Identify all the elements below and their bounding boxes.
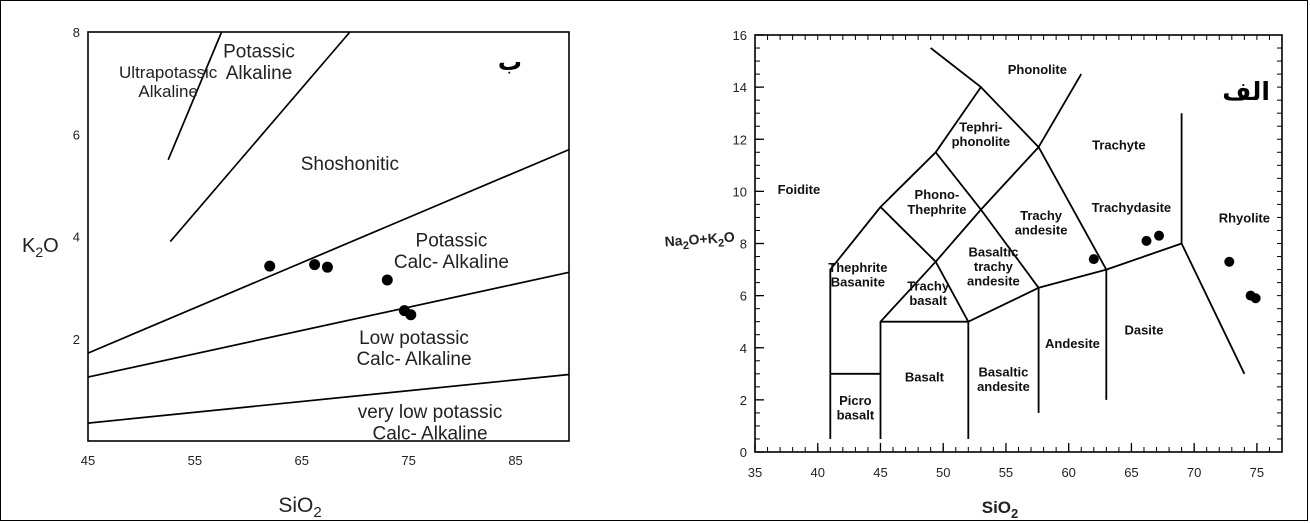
boundary-line bbox=[980, 209, 1040, 289]
region-label: Phonolite bbox=[1008, 62, 1067, 77]
y-tick-label: 0 bbox=[740, 445, 747, 460]
region-labels-right: Phonolite Tephri-phonolite Trachyte Foidite… bbox=[778, 62, 1270, 423]
boundary-line bbox=[934, 151, 982, 211]
x-tick-label: 35 bbox=[748, 465, 762, 480]
region-label: Potassic Calc- Alkaline bbox=[394, 231, 509, 273]
y-tick-label: 4 bbox=[73, 230, 80, 245]
y-tick-label: 2 bbox=[73, 332, 80, 347]
boundary-line bbox=[930, 47, 982, 88]
region-label: Thephrite Basanite bbox=[828, 260, 887, 290]
panel-tag-right: الف bbox=[1222, 77, 1270, 106]
region-label: very low potassic Calc- Alkaline bbox=[358, 402, 503, 444]
boundary-lines-left bbox=[87, 31, 570, 424]
x-tick-label: 45 bbox=[873, 465, 887, 480]
y-tick-label: 2 bbox=[740, 393, 747, 408]
data-point bbox=[1141, 235, 1152, 246]
data-point bbox=[321, 261, 333, 273]
y-tick-label: 6 bbox=[73, 127, 80, 142]
y-tick-label: 16 bbox=[733, 28, 747, 43]
data-point bbox=[405, 309, 417, 321]
y-tick-label: 4 bbox=[740, 341, 747, 356]
y-tick-label: 12 bbox=[733, 132, 747, 147]
x-tick-label: 85 bbox=[508, 453, 522, 468]
x-tick-label: 55 bbox=[999, 465, 1013, 480]
y-tick-label: 14 bbox=[733, 80, 747, 95]
plot-area-left bbox=[87, 31, 570, 442]
y-axis-label-left: K2O bbox=[22, 235, 59, 260]
boundary-line bbox=[87, 271, 570, 378]
data-point bbox=[381, 274, 393, 286]
x-axis-label-left: SiO2 bbox=[278, 494, 321, 521]
x-tick-label: 65 bbox=[295, 453, 309, 468]
x-tick-label: 50 bbox=[936, 465, 950, 480]
x-tick-label: 45 bbox=[81, 453, 95, 468]
region-label: Basaltic trachy andesite bbox=[967, 245, 1020, 289]
axis-ticks-left: 45 55 65 75 85 2 4 6 8 bbox=[73, 25, 523, 468]
region-label: Basaltic andesite bbox=[977, 364, 1030, 394]
region-label: Low potassic Calc- Alkaline bbox=[356, 328, 471, 370]
region-label: Rhyolite bbox=[1219, 211, 1270, 226]
y-tick-label: 8 bbox=[740, 237, 747, 252]
region-label: Trachydasite bbox=[1092, 200, 1172, 215]
x-tick-label: 60 bbox=[1061, 465, 1075, 480]
tas-chart: 35 40 45 50 55 60 65 70 75 0 2 4 6 8 10 12 14 16 Phonolit… bbox=[664, 28, 1283, 521]
region-label: Potassic Alkaline bbox=[223, 42, 295, 84]
x-axis-label-right: SiO2 bbox=[982, 498, 1019, 521]
boundary-lines-right bbox=[829, 47, 1246, 439]
region-label: Andesite bbox=[1045, 336, 1100, 351]
data-point bbox=[264, 260, 276, 272]
x-tick-label: 70 bbox=[1187, 465, 1201, 480]
x-tick-label: 65 bbox=[1124, 465, 1138, 480]
region-label: Dasite bbox=[1124, 323, 1163, 338]
data-point bbox=[1250, 293, 1261, 304]
region-label: Ultrapotassic Alkaline bbox=[119, 63, 218, 101]
y-tick-label: 6 bbox=[740, 289, 747, 304]
data-point bbox=[1088, 254, 1099, 265]
panel-tag-left: ب bbox=[498, 48, 522, 76]
x-tick-label: 40 bbox=[811, 465, 825, 480]
region-label: Tephri-phonolite bbox=[952, 119, 1011, 149]
x-tick-label: 75 bbox=[1250, 465, 1264, 480]
boundary-line bbox=[87, 373, 570, 424]
data-point bbox=[309, 259, 321, 271]
boundary-line bbox=[1180, 243, 1246, 375]
boundary-line bbox=[879, 206, 937, 263]
region-label: Shoshonitic bbox=[301, 154, 399, 175]
x-tick-label: 75 bbox=[401, 453, 415, 468]
axis-ticks-right: 35 40 45 50 55 60 65 70 75 0 2 4 6 8 10 12 14 16 bbox=[733, 28, 1283, 480]
data-points-left bbox=[264, 259, 417, 321]
region-label: Trachy andesite bbox=[1015, 208, 1068, 238]
y-tick-label: 8 bbox=[73, 25, 80, 40]
data-points-right bbox=[1088, 230, 1261, 304]
data-point bbox=[1154, 230, 1165, 241]
boundary-line bbox=[934, 261, 970, 323]
boundary-line bbox=[169, 31, 351, 243]
boundary-line bbox=[167, 31, 223, 161]
x-tick-label: 55 bbox=[188, 453, 202, 468]
y-tick-label: 10 bbox=[733, 184, 747, 199]
region-label: Trachy basalt bbox=[907, 278, 950, 308]
region-label: Basalt bbox=[905, 370, 945, 385]
data-point bbox=[1224, 256, 1235, 267]
region-label: Trachyte bbox=[1092, 138, 1145, 153]
region-label: Foidite bbox=[778, 182, 821, 197]
region-label: Phono-Thephrite bbox=[907, 187, 966, 217]
region-label: Picro basalt bbox=[837, 393, 875, 423]
boundary-line bbox=[87, 148, 570, 354]
y-axis-label-right: Na2O+K2O bbox=[664, 229, 736, 254]
